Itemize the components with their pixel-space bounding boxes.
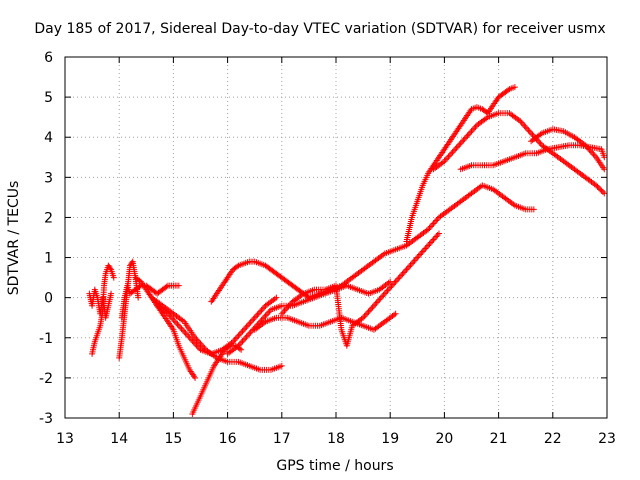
x-tick-label: 18: [327, 431, 345, 447]
chart-title: Day 185 of 2017, Sidereal Day-to-day VTE…: [34, 21, 605, 37]
y-tick-label: 1: [44, 251, 53, 267]
series-7: [189, 342, 245, 417]
data-point: [595, 185, 602, 192]
series-3: [118, 282, 182, 321]
data-point: [163, 283, 170, 290]
y-tick-labels: -3 -2 -1 0 1 2 3 4 5 6: [39, 50, 53, 427]
x-tick-label: 22: [544, 431, 562, 447]
data-point: [601, 190, 608, 197]
x-tick-label: 14: [110, 431, 128, 447]
y-tick-label: -2: [39, 371, 53, 387]
x-tick-label: 20: [435, 431, 453, 447]
y-axis-label: SDTVAR / TECUs: [6, 181, 22, 296]
x-axis-label: GPS time / hours: [276, 458, 393, 474]
y-tick-label: 5: [44, 90, 53, 106]
series-12: [305, 182, 537, 301]
data-point: [238, 346, 245, 353]
data-point: [108, 290, 115, 297]
x-tick-label: 19: [381, 431, 399, 447]
data-point: [601, 154, 608, 161]
series-8: [208, 258, 312, 305]
data-point: [593, 182, 600, 189]
y-tick-label: -3: [39, 411, 53, 427]
x-tick-label: 23: [598, 431, 616, 447]
data-point: [392, 310, 399, 317]
y-tick-label: -1: [39, 331, 53, 347]
data-point: [278, 362, 285, 369]
data-point: [135, 294, 142, 301]
y-tick-label: 3: [44, 170, 53, 186]
data-point: [530, 206, 537, 213]
data-point: [435, 230, 442, 237]
y-tick-label: 4: [44, 130, 53, 146]
data-markers: [86, 84, 608, 417]
data-point: [597, 186, 604, 193]
axis-ticks: [64, 56, 608, 419]
series-14: [430, 110, 608, 197]
y-tick-label: 0: [44, 291, 53, 307]
y-tick-label: 2: [44, 210, 53, 226]
x-tick-label: 21: [490, 431, 508, 447]
data-point: [192, 374, 199, 381]
data-point: [505, 87, 512, 94]
data-point: [110, 274, 117, 281]
data-point: [107, 265, 114, 272]
x-tick-label: 13: [56, 431, 74, 447]
x-tick-label: 16: [219, 431, 237, 447]
data-point: [273, 294, 280, 301]
y-tick-label: 6: [44, 50, 53, 66]
series-16: [528, 126, 608, 173]
data-point: [599, 189, 606, 196]
data-point: [511, 84, 518, 91]
grid-lines: [65, 57, 607, 418]
x-tick-label: 17: [273, 431, 291, 447]
data-point: [387, 278, 394, 285]
data-point: [225, 343, 232, 350]
series-6: [154, 294, 280, 357]
data-point: [598, 187, 605, 194]
data-point: [234, 263, 241, 270]
data-point: [594, 183, 601, 190]
x-tick-label: 15: [164, 431, 182, 447]
series-13: [403, 84, 518, 245]
data-point: [601, 166, 608, 173]
x-tick-labels: 13 14 15 16 17 18 19 20 21 22 23: [56, 431, 616, 447]
series-1: [86, 286, 115, 321]
data-point: [175, 282, 182, 289]
